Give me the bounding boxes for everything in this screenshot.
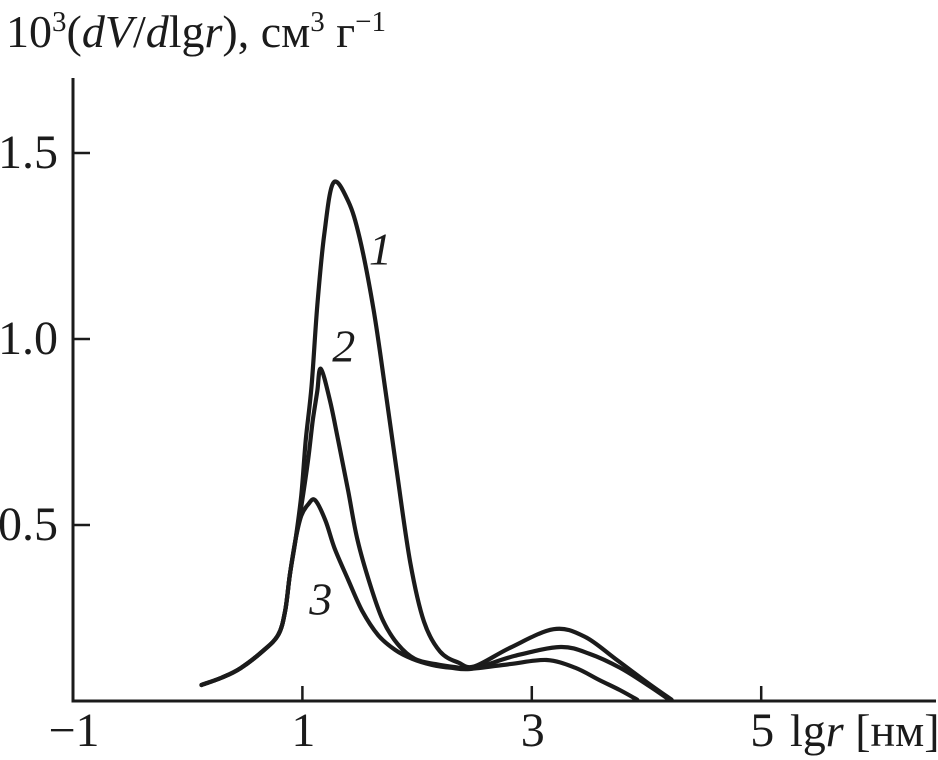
x-tick-label: 1: [291, 704, 315, 757]
curve-3: [199, 497, 640, 702]
y-axis-title-segment: d: [145, 6, 169, 57]
curve-label-2: 2: [332, 320, 355, 371]
x-axis-unit-segment: [нм]: [844, 705, 938, 756]
y-axis-title-segment: г: [324, 6, 356, 57]
curve-2: [199, 366, 672, 702]
y-axis-title-segment: 3: [310, 6, 325, 38]
x-tick-label: −1: [48, 704, 99, 757]
y-tick-label: 1.5: [0, 126, 58, 179]
x-axis-unit-label: lgr [нм]: [790, 705, 938, 756]
y-axis-title-segment: 3: [52, 6, 67, 38]
y-tick-label: 1.0: [0, 312, 58, 365]
x-tick-label: 5: [750, 704, 774, 757]
curve-label-3: 3: [308, 573, 332, 624]
curve-1: [199, 179, 674, 702]
y-axis-title-segment: ), см: [222, 6, 311, 57]
y-axis-title-segment: lg: [168, 6, 205, 57]
y-tick-label: 0.5: [0, 498, 58, 551]
y-axis-title-segment: −1: [355, 6, 386, 38]
curve-label-1: 1: [369, 224, 392, 275]
y-axis-title-segment: dV: [81, 6, 133, 57]
x-axis-unit-segment: lg: [790, 705, 826, 756]
y-axis-title: 103(dV/dlgr), см3 г−1: [6, 2, 386, 68]
x-tick-label: 3: [521, 704, 545, 757]
y-axis-title-segment: (: [66, 6, 82, 57]
y-axis-title-segment: 10: [6, 6, 52, 57]
y-axis-title-segment: r: [204, 6, 223, 57]
x-axis-unit-segment: r: [826, 705, 845, 756]
y-axis-title-segment: /: [132, 6, 146, 57]
